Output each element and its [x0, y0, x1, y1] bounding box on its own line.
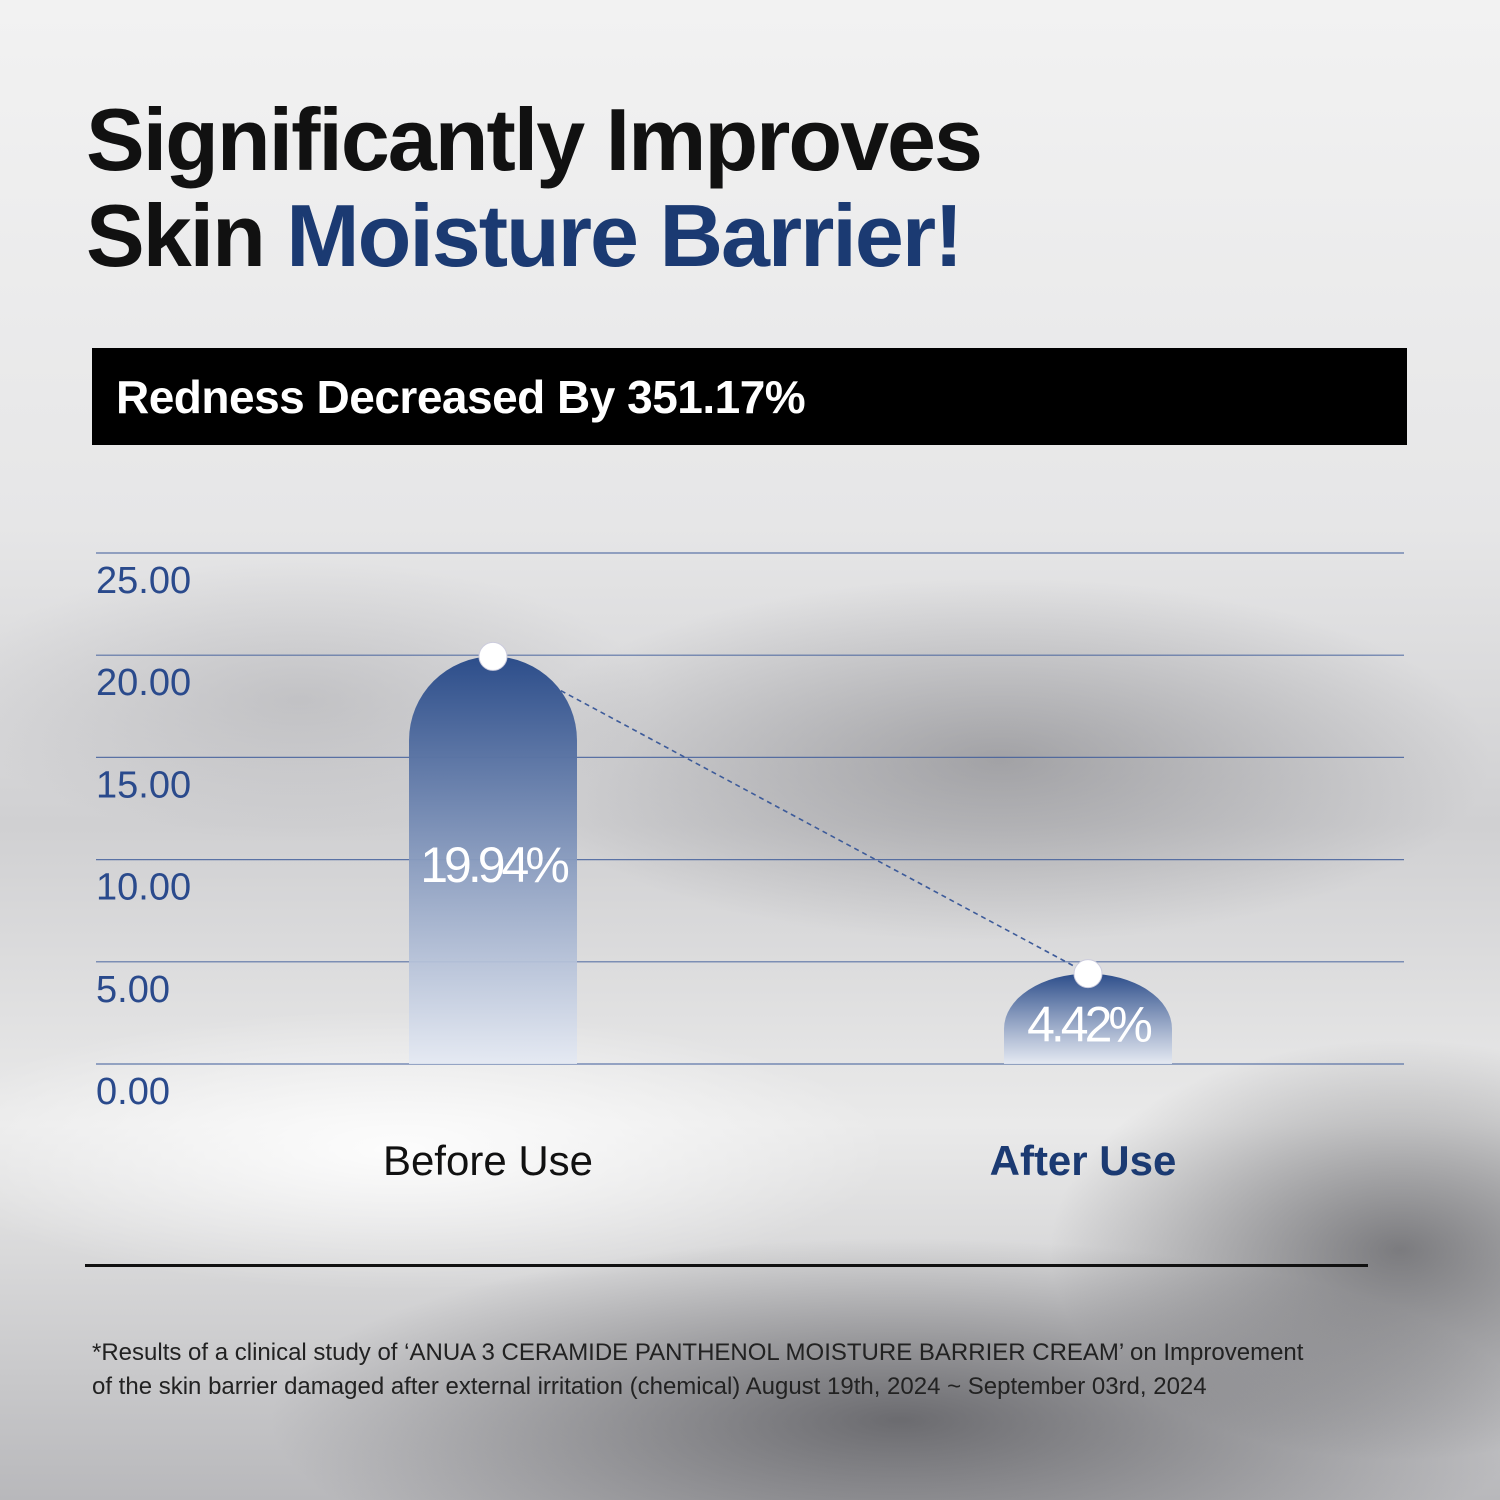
footnote-line2: of the skin barrier damaged after extern… — [92, 1373, 1207, 1400]
y-tick-label: 15.00 — [96, 764, 191, 806]
headline-line1: Significantly Improves — [86, 90, 983, 189]
category-label: Before Use — [383, 1137, 593, 1184]
y-tick-label: 5.00 — [96, 969, 170, 1011]
banner-text: Redness Decreased By 351.17% — [116, 371, 806, 423]
y-tick-label: 0.00 — [96, 1071, 170, 1113]
value-marker — [478, 641, 508, 671]
footnote-line1: *Results of a clinical study of ‘ANUA 3 … — [92, 1339, 1304, 1366]
data-label: 19.94% — [420, 837, 568, 893]
divider — [85, 1264, 1368, 1267]
footnote: *Results of a clinical study of ‘ANUA 3 … — [92, 1336, 1412, 1404]
result-banner: Redness Decreased By 351.17% — [92, 348, 1407, 445]
headline-plain: Skin — [86, 186, 287, 285]
headline-line2: Skin Moisture Barrier! — [86, 188, 981, 284]
bar-before — [409, 656, 577, 1064]
headline: Significantly Improves Skin Moisture Bar… — [86, 90, 983, 284]
category-label: After Use — [990, 1137, 1177, 1184]
data-label: 4.42% — [1027, 997, 1151, 1053]
trend-connector — [552, 685, 1089, 975]
y-tick-label: 10.00 — [96, 867, 191, 909]
y-tick-label: 20.00 — [96, 662, 191, 704]
headline-accent: Moisture Barrier! — [286, 186, 963, 285]
value-marker — [1073, 959, 1103, 989]
y-tick-label: 25.00 — [96, 560, 191, 602]
bar-after — [1004, 973, 1172, 1064]
